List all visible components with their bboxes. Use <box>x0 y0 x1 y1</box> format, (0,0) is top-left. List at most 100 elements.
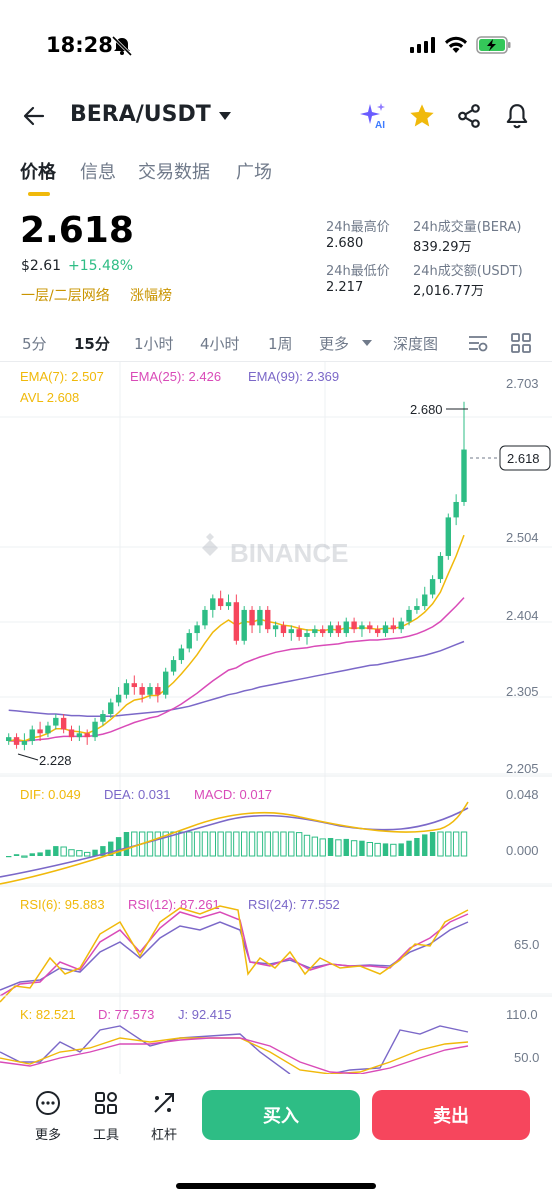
candle-body <box>429 579 436 595</box>
rsi6-label: RSI(6): 95.883 <box>20 897 105 912</box>
macd-bar <box>53 846 59 856</box>
interval-1h[interactable]: 1小时 <box>134 335 174 353</box>
interval-4h[interactable]: 4小时 <box>200 335 240 353</box>
macd-bar <box>241 831 248 857</box>
stat-high-value: 2.680 <box>326 236 364 251</box>
interval-5m[interactable]: 5分 <box>22 335 47 353</box>
last-price-box <box>499 445 551 471</box>
price-alert-bell-icon[interactable] <box>504 102 530 130</box>
caret-down-icon[interactable] <box>218 111 232 121</box>
layout-grid-icon[interactable] <box>510 332 532 354</box>
interval-more[interactable]: 更多 <box>319 335 350 353</box>
candle-body <box>202 609 208 626</box>
macd-bar <box>374 842 381 857</box>
candle-body <box>288 629 294 634</box>
tools-label: 工具 <box>92 1128 119 1143</box>
tools-button[interactable]: 工具 <box>86 1090 126 1143</box>
price-tick-1: 2.504 <box>506 530 539 545</box>
active-tab-indicator <box>28 192 50 196</box>
candle-body <box>437 555 444 580</box>
kdj-d-line <box>0 1037 469 1074</box>
category-tag-layer[interactable]: 一层/二层网络 <box>21 288 110 304</box>
stat-volume-base-value: 839.29万 <box>413 240 472 255</box>
interval-1w[interactable]: 1周 <box>268 335 293 353</box>
macd-bar <box>335 839 342 857</box>
macd-bar <box>272 831 279 857</box>
macd-bar <box>256 831 264 857</box>
candle-body <box>382 625 389 634</box>
tab-info[interactable]: 信息 <box>80 162 116 183</box>
candle-body <box>249 609 255 626</box>
macd-bar <box>193 831 201 857</box>
more-dots-icon <box>36 1091 60 1115</box>
ai-sparkle-icon[interactable]: AI <box>359 102 389 130</box>
avl-label: AVL 2.608 <box>20 390 79 405</box>
price-change-percent: +15.48% <box>68 258 134 274</box>
buy-button[interactable]: 买入 <box>202 1090 360 1140</box>
kdj-d-label: D: 77.573 <box>98 1007 154 1022</box>
candle-body <box>461 449 467 502</box>
macd-bar <box>29 853 35 856</box>
bottom-action-bar: 更多 工具 杠杆 买入 卖出 <box>0 1076 552 1200</box>
macd-bar <box>13 854 20 856</box>
macd-bar <box>146 831 154 857</box>
candle-body <box>84 733 90 738</box>
last-price-axis-label: 2.618 <box>507 451 540 466</box>
svg-text:AI: AI <box>375 120 385 130</box>
category-tag-gainers[interactable]: 涨幅榜 <box>130 288 172 304</box>
macd-bar <box>154 831 162 857</box>
macd-bar <box>366 842 374 857</box>
leverage-button[interactable]: 杠杆 <box>144 1090 184 1143</box>
macd-bar <box>264 831 271 857</box>
macd-bar <box>123 832 130 856</box>
bell-off-icon <box>111 36 133 56</box>
price-tick-0: 2.703 <box>506 376 539 391</box>
tab-trading-data[interactable]: 交易数据 <box>138 162 210 183</box>
candle-body <box>217 598 224 607</box>
macd-bar <box>248 831 256 857</box>
candle-body <box>21 741 28 745</box>
stat-low-value: 2.217 <box>326 280 364 295</box>
candle-body <box>147 687 153 695</box>
macd-bar <box>108 841 114 856</box>
stat-volume-quote-label: 24h成交额(USDT) <box>413 264 523 279</box>
tab-price[interactable]: 价格 <box>20 162 56 183</box>
more-caret-icon[interactable] <box>361 339 373 347</box>
macd-bar <box>303 834 311 857</box>
binance-watermark: BINANCE <box>202 533 348 568</box>
indicator-settings-icon[interactable] <box>467 332 489 354</box>
candle-body <box>359 625 365 630</box>
macd-bar <box>45 849 51 856</box>
ema99-path <box>8 640 465 718</box>
candle-body <box>108 702 114 715</box>
candles <box>6 401 467 751</box>
macd-bar <box>445 831 452 857</box>
status-bar: 18:28 <box>0 0 552 90</box>
macd-bar <box>398 843 404 856</box>
cellular-signal-icon <box>410 37 435 53</box>
watermark-text: BINANCE <box>230 538 348 568</box>
favorite-star-icon[interactable] <box>408 102 436 130</box>
tab-square[interactable]: 广场 <box>236 162 272 183</box>
back-arrow-icon[interactable] <box>22 104 46 128</box>
sell-button[interactable]: 卖出 <box>372 1090 530 1140</box>
pair-header: BERA/USDT AI <box>0 92 552 140</box>
battery-charging-icon <box>476 36 511 54</box>
price-tick-2: 2.404 <box>506 608 539 623</box>
share-icon[interactable] <box>456 103 482 129</box>
candle-body <box>241 609 247 641</box>
candle-body <box>367 625 373 630</box>
macd-bar <box>422 834 428 856</box>
candle-body <box>163 671 169 695</box>
macd-label: MACD: 0.017 <box>194 787 272 802</box>
more-button[interactable]: 更多 <box>28 1090 68 1143</box>
interval-depth[interactable]: 深度图 <box>393 335 439 353</box>
interval-15m[interactable]: 15分 <box>74 335 110 353</box>
macd-bar <box>162 831 169 857</box>
kdj-tick-0: 110.0 <box>506 1007 538 1022</box>
kline-chart[interactable]: BINANCE EMA(7): 2.507 EMA(25): 2.426 EMA… <box>0 362 552 1074</box>
more-label: 更多 <box>34 1128 61 1143</box>
macd-bar <box>280 831 287 857</box>
macd-bar <box>92 849 98 856</box>
pair-title[interactable]: BERA/USDT <box>70 102 211 127</box>
